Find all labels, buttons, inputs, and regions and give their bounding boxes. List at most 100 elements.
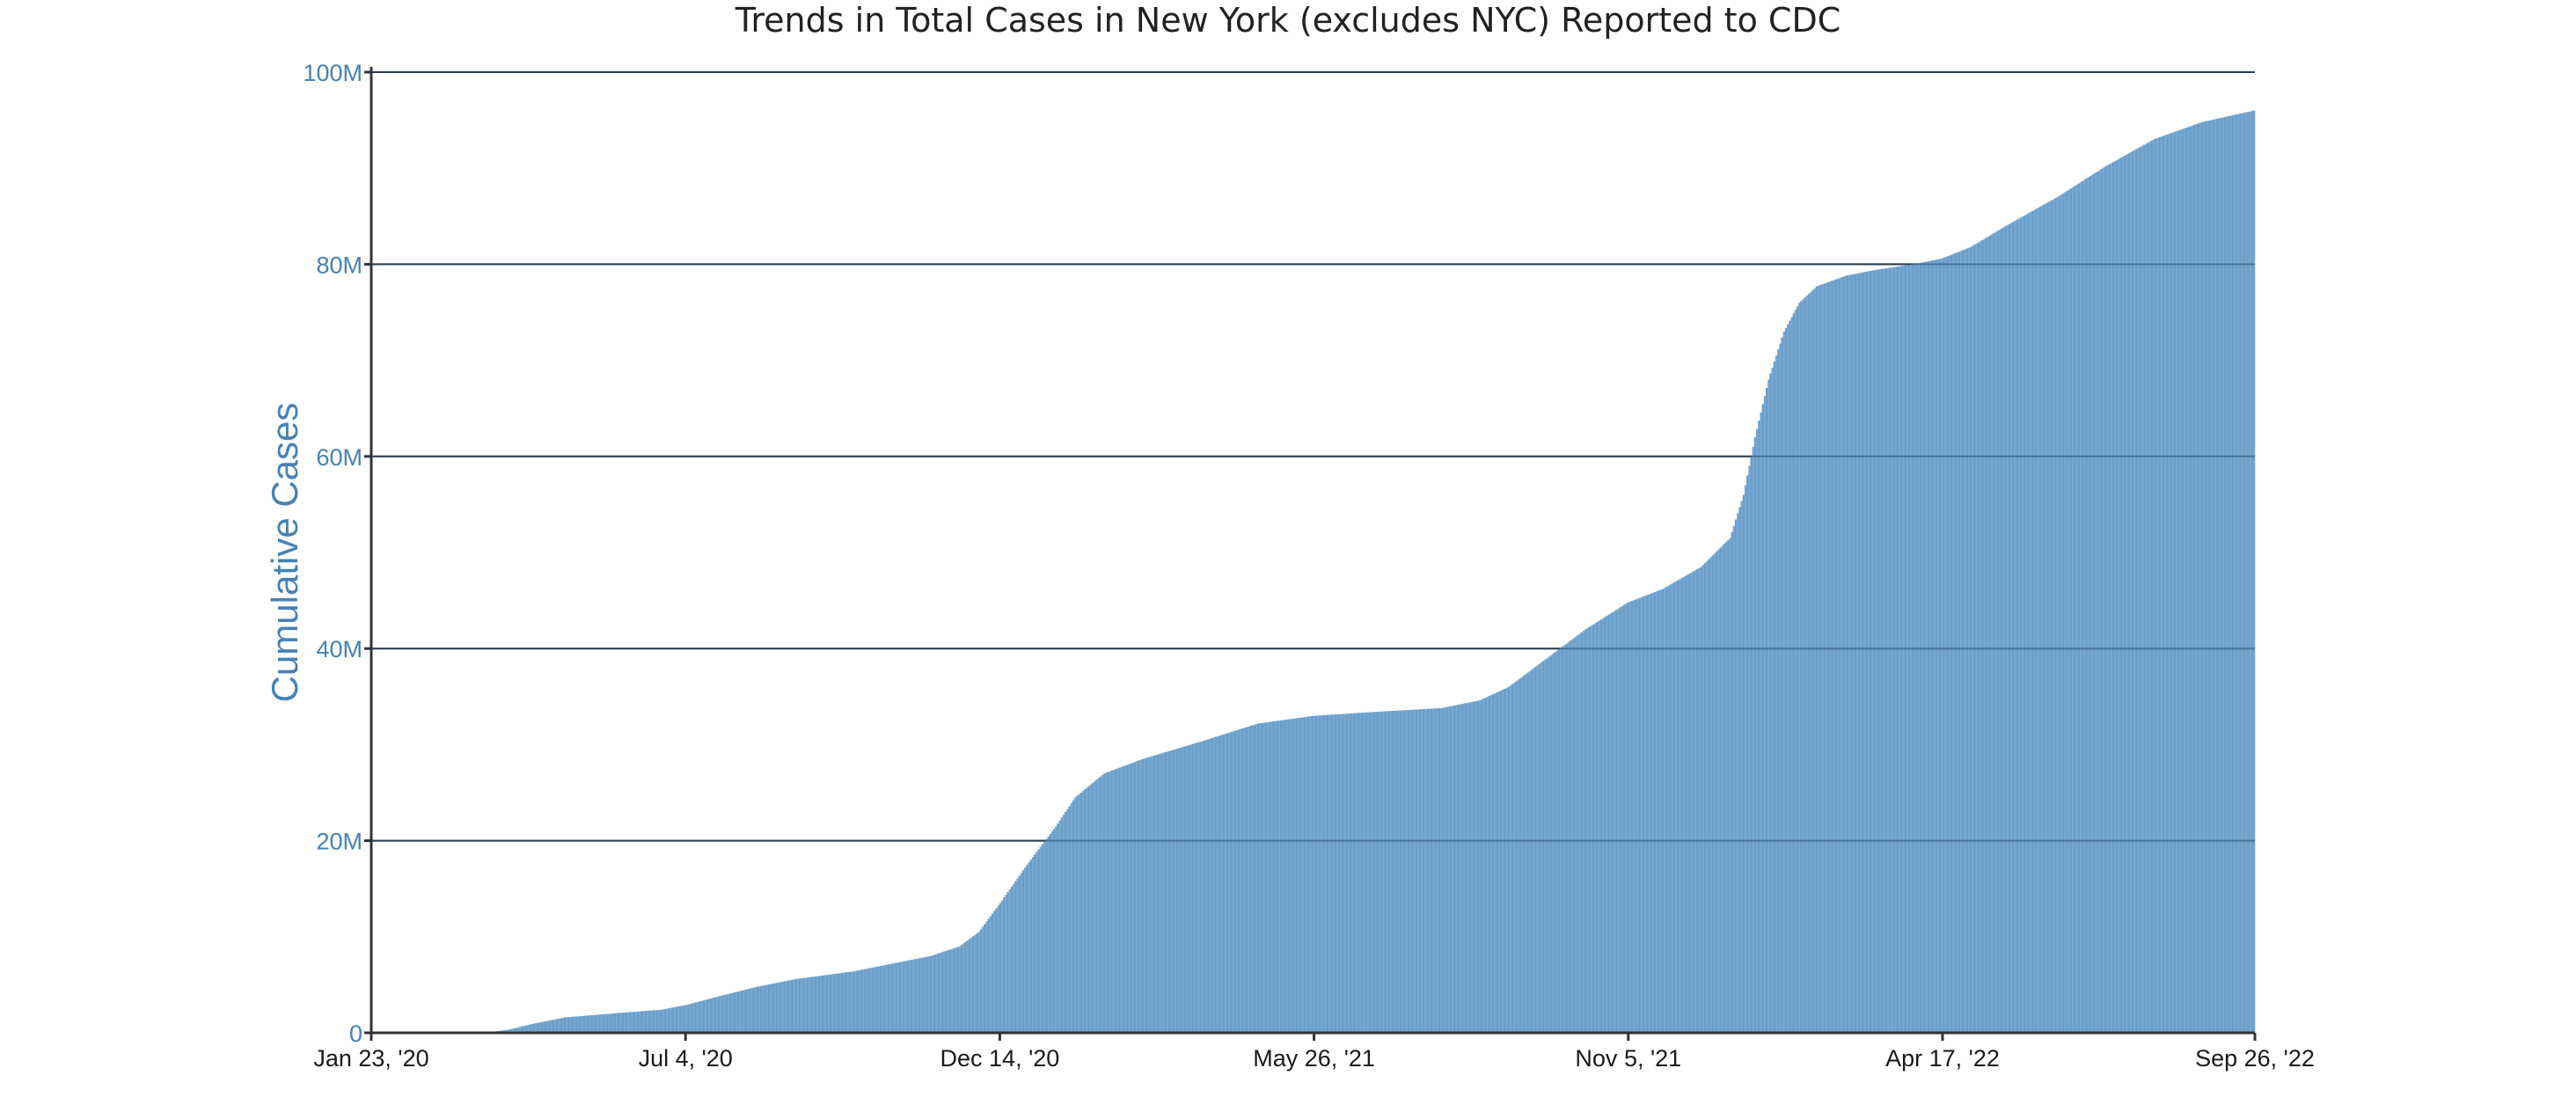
bar [1324,714,1328,1033]
bar [552,1020,555,1033]
bar [1775,355,1778,1033]
bar [1115,769,1117,1033]
bar [1767,379,1770,1033]
bar [621,1013,625,1033]
bar [1804,296,1807,1033]
bar [1565,643,1568,1033]
bar [2181,128,2184,1033]
bar [2043,204,2045,1033]
bar [1447,706,1451,1033]
bar [974,934,977,1033]
bar [893,962,896,1033]
bar [1455,705,1458,1033]
bar [558,1018,560,1033]
bar [1102,773,1106,1033]
bar [1207,739,1210,1033]
bar [1359,713,1362,1033]
bar [1619,607,1622,1033]
bar [542,1021,545,1033]
bar [1520,677,1524,1033]
bar [1353,713,1356,1033]
bar [511,1028,515,1033]
bar [879,966,882,1033]
bar [1511,684,1514,1033]
bar [1561,647,1564,1033]
bar [1319,715,1321,1033]
bar [841,972,844,1033]
bar [1784,327,1788,1033]
bar [1614,611,1616,1033]
bar [1640,596,1643,1033]
bar [561,1017,565,1033]
bar [1496,692,1498,1033]
bar [1796,306,1799,1033]
bar [2171,132,2175,1033]
bar [2239,113,2242,1034]
bar [1525,674,1527,1033]
chart-title: Trends in Total Cases in New York (exclu… [735,1,1841,40]
bar [2252,110,2256,1033]
bar [968,939,971,1033]
bar [592,1014,596,1033]
bar [1854,274,1857,1033]
bars [371,71,2256,1034]
bar [1578,633,1582,1033]
bar [700,1000,703,1033]
bar [2156,137,2159,1033]
bar [2118,158,2121,1033]
bar [1800,301,1803,1033]
bar [1342,713,1344,1033]
bar [687,1004,690,1033]
bar [1047,836,1050,1033]
bar [862,969,865,1033]
bar [1293,718,1297,1033]
bar [1711,555,1715,1033]
bar [679,1006,682,1033]
bar [660,1009,662,1033]
bar [1635,599,1637,1033]
bar [1086,787,1088,1033]
bar [1933,260,1936,1034]
bar [1089,784,1093,1033]
bar [1405,710,1409,1033]
bar [1128,764,1131,1033]
bar [746,989,750,1033]
bar [1143,758,1146,1033]
bar [611,1013,615,1033]
bar [508,1029,510,1033]
bar [827,974,831,1033]
bar [820,976,823,1033]
bar [1149,757,1152,1033]
bar [1563,645,1566,1033]
bar [1442,707,1445,1033]
bar [1147,757,1150,1033]
bar [1251,725,1254,1033]
bar [1987,236,1990,1033]
bar [714,997,717,1033]
bar [2004,226,2007,1033]
bar [2221,117,2225,1034]
bar [1685,575,1687,1033]
bar [1675,581,1678,1033]
bar [2085,178,2088,1034]
bar [671,1007,674,1033]
bar [1489,695,1493,1033]
bar [523,1026,526,1033]
bar [752,987,755,1033]
bar [1467,702,1470,1033]
bar [1062,815,1065,1033]
bar [736,991,740,1033]
bar [1439,707,1443,1033]
bar [1159,753,1161,1033]
bar [2152,139,2155,1033]
bar [602,1013,605,1033]
bar [1813,288,1817,1034]
bar [725,994,728,1033]
bar [1883,268,1885,1033]
bar [1016,878,1019,1033]
bar [1731,531,1734,1033]
bar [1651,592,1655,1033]
bar [1794,310,1797,1033]
bar [696,1001,699,1033]
bar [2129,152,2133,1033]
